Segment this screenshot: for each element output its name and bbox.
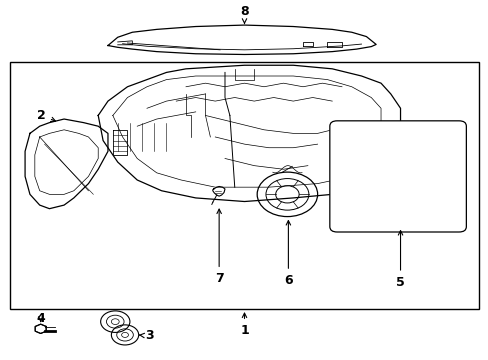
Text: 1: 1 — [240, 313, 248, 337]
Polygon shape — [35, 324, 46, 333]
Text: 3: 3 — [139, 329, 153, 342]
Text: 5: 5 — [395, 231, 404, 289]
Text: 6: 6 — [284, 221, 292, 287]
Text: 2: 2 — [37, 109, 55, 122]
Text: 7: 7 — [214, 209, 223, 285]
Text: 4: 4 — [36, 311, 45, 325]
Text: 8: 8 — [240, 5, 248, 24]
FancyBboxPatch shape — [329, 121, 466, 232]
Bar — [10, 62, 478, 309]
